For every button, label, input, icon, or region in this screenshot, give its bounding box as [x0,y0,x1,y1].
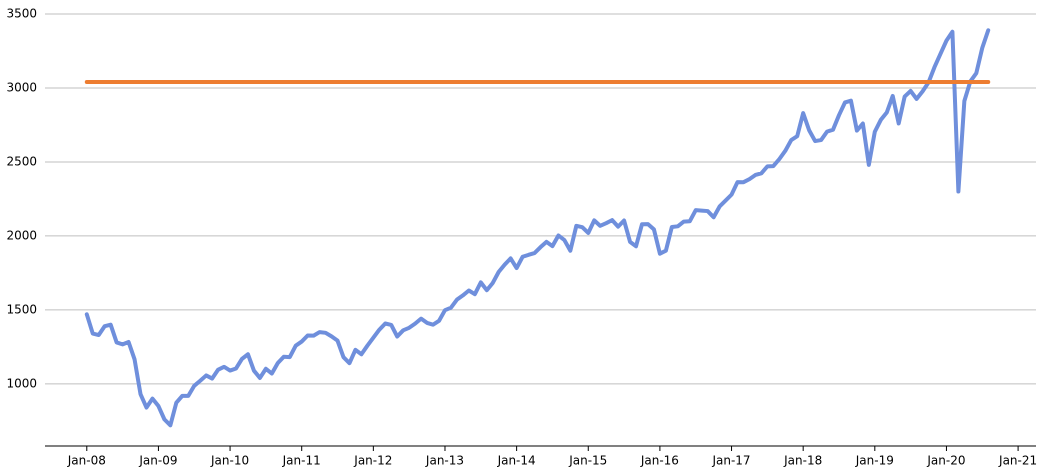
y-tick-label: 2500 [6,154,37,168]
y-tick-label: 2000 [6,228,37,242]
y-tick-label: 1500 [6,302,37,316]
x-tick-label: Jan-15 [568,454,607,468]
x-tick-label: Jan-08 [67,454,106,468]
x-tick-label: Jan-19 [855,454,894,468]
x-tick-label: Jan-11 [282,454,321,468]
x-tick-label: Jan-18 [783,454,822,468]
y-tick-label: 3000 [6,80,37,94]
x-tick-label: Jan-10 [210,454,249,468]
data-line [84,28,991,428]
x-tick-label: Jan-20 [926,454,965,468]
x-tick-label: Jan-09 [138,454,177,468]
y-tick-label: 3500 [6,7,37,21]
y-tick-label: 1000 [6,376,37,390]
x-tick-label: Jan-14 [497,454,536,468]
x-tick-label: Jan-21 [998,454,1037,468]
x-tick-label: Jan-16 [640,454,679,468]
x-tick-label: Jan-17 [711,454,750,468]
x-tick-label: Jan-13 [425,454,464,468]
x-tick-label: Jan-12 [353,454,392,468]
